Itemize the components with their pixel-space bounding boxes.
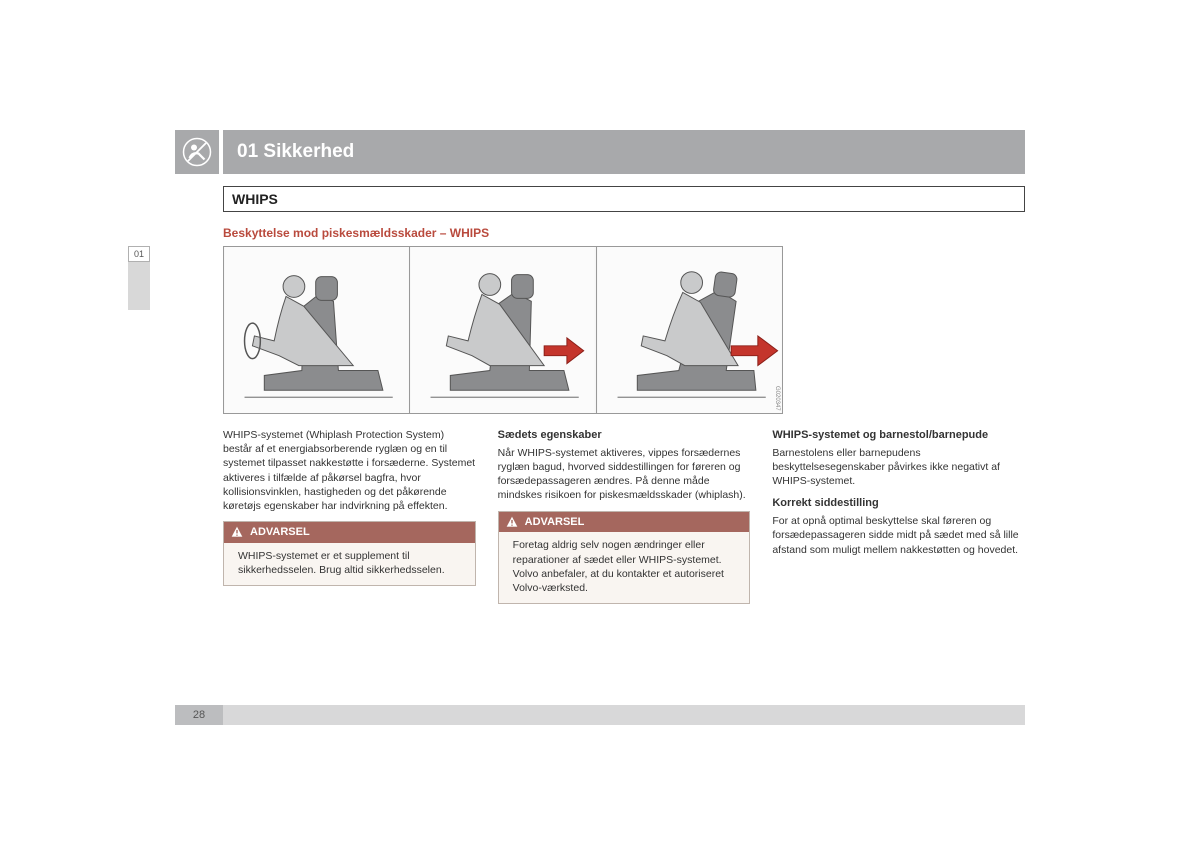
col2-heading: Sædets egenskaber [498,428,751,443]
content-columns: WHIPS-systemet (Whiplash Protection Syst… [223,428,1025,604]
section-heading: WHIPS [232,191,1016,207]
side-tab-label: 01 [128,246,150,262]
section-heading-box: WHIPS [223,186,1025,212]
chapter-title: 01 Sikkerhed [223,130,1025,174]
page-footer: 28 [175,705,1025,725]
footer-bar [223,705,1025,725]
column-1: WHIPS-systemet (Whiplash Protection Syst… [223,428,476,604]
col1-paragraph: WHIPS-systemet (Whiplash Protection Syst… [223,428,476,513]
warning-body-1: WHIPS-systemet er et supplement til sikk… [224,543,475,585]
whips-diagram: G020347 [223,246,783,414]
column-3: WHIPS-systemet og barnestol/barnepude Ba… [772,428,1025,604]
warning-box-2: ADVARSEL Foretag aldrig selv nogen ændri… [498,511,751,605]
warning-label-1: ADVARSEL [250,525,310,540]
chapter-header: 01 Sikkerhed [175,130,1025,174]
section-subtitle: Beskyttelse mod piskesmældsskader – WHIP… [223,226,1025,240]
col3-paragraph-2: For at opnå optimal beskyttelse skal før… [772,514,1025,557]
col2-paragraph: Når WHIPS-systemet aktiveres, vippes for… [498,446,751,503]
diagram-panel-1 [224,247,410,413]
diagram-image-id: G020347 [774,386,780,411]
warning-box-1: ADVARSEL WHIPS-systemet er et supplement… [223,521,476,586]
col3-paragraph-1: Barnestolens eller barnepudens beskyttel… [772,446,1025,489]
diagram-panel-3: G020347 [597,247,782,413]
seatbelt-icon [175,130,219,174]
diagram-panel-2 [410,247,596,413]
column-2: Sædets egenskaber Når WHIPS-systemet akt… [498,428,751,604]
warning-triangle-icon [230,525,244,539]
warning-header-1: ADVARSEL [224,522,475,543]
col3-heading-2: Korrekt siddestilling [772,496,1025,511]
warning-triangle-icon [505,515,519,529]
col3-heading-1: WHIPS-systemet og barnestol/barnepude [772,428,1025,443]
warning-header-2: ADVARSEL [499,512,750,533]
warning-body-2: Foretag aldrig selv nogen ændringer elle… [499,532,750,603]
warning-label-2: ADVARSEL [525,515,585,530]
page-number: 28 [175,705,223,725]
side-tab: 01 [128,246,150,310]
